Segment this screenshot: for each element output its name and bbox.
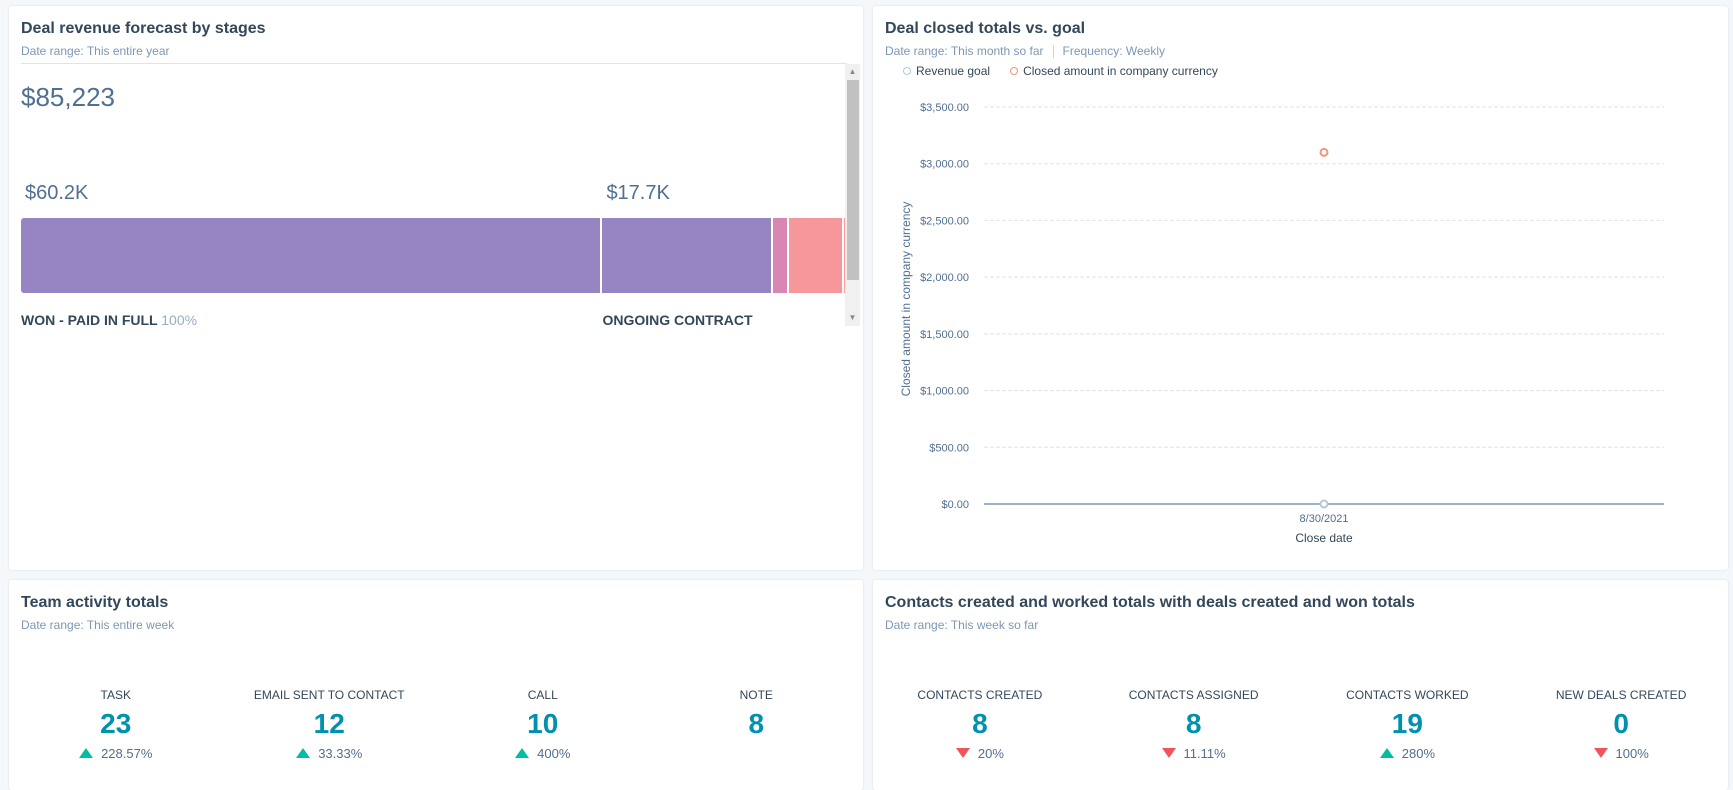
stat-value[interactable]: 8 — [1087, 708, 1301, 740]
segment-stage-label: ONGOING CONTRACT — [602, 312, 752, 326]
stat-item: NEW DEALS CREATED 0 100% — [1514, 688, 1728, 762]
stage-segment[interactable] — [602, 218, 771, 293]
stat-item: CONTACTS CREATED 8 20% — [873, 688, 1087, 762]
stat-label: NOTE — [650, 688, 864, 702]
stats-row: TASK 23 228.57% EMAIL SENT TO CONTACT 12 33.3… — [9, 688, 863, 762]
stat-value[interactable]: 8 — [650, 708, 864, 740]
trend-down-icon — [1594, 748, 1608, 758]
stat-change-value: 280% — [1402, 746, 1435, 761]
stat-value[interactable]: 8 — [873, 708, 1087, 740]
stat-change-value: 228.57% — [101, 746, 152, 761]
card-title[interactable]: Team activity totals — [21, 594, 168, 612]
stat-item: TASK 23 228.57% — [9, 688, 223, 762]
stat-change: 11.11% — [1087, 746, 1301, 762]
stat-value[interactable]: 10 — [436, 708, 650, 740]
stat-label: EMAIL SENT TO CONTACT — [223, 688, 437, 702]
stat-label: NEW DEALS CREATED — [1514, 688, 1728, 702]
closed-amount-point[interactable] — [1321, 149, 1328, 156]
stat-change-value: 400% — [537, 746, 570, 761]
y-tick-label: $1,500.00 — [920, 329, 969, 341]
scroll-up-arrow-icon[interactable]: ▲ — [845, 65, 860, 79]
stat-item: CONTACTS WORKED 19 280% — [1301, 688, 1515, 762]
segment-stage-label: WON - PAID IN FULL 100% — [21, 312, 197, 326]
card-title[interactable]: Contacts created and worked totals with … — [885, 594, 1415, 612]
revenue-goal-point[interactable] — [1321, 501, 1328, 508]
stat-change: 20% — [873, 746, 1087, 762]
stat-value[interactable]: 23 — [9, 708, 223, 740]
y-tick-label: $1,000.00 — [920, 386, 969, 398]
stage-segment[interactable] — [789, 218, 842, 293]
y-tick-label: $3,500.00 — [920, 102, 969, 114]
stage-name: WON - PAID IN FULL — [21, 312, 157, 326]
y-tick-label: $3,000.00 — [920, 159, 969, 171]
goal-chart-svg: $0.00 $500.00 $1,000.00 $1,500.00 $2,000.00 $… — [873, 6, 1728, 570]
stat-change — [650, 746, 864, 762]
y-tick-label: $2,500.00 — [920, 215, 969, 227]
stat-change-value: 11.11% — [1184, 746, 1226, 761]
x-axis-label: Close date — [1295, 531, 1353, 545]
trend-up-icon — [515, 748, 529, 758]
trend-up-icon — [79, 748, 93, 758]
stat-value[interactable]: 12 — [223, 708, 437, 740]
stat-item: EMAIL SENT TO CONTACT 12 33.33% — [223, 688, 437, 762]
scrollbar-thumb[interactable] — [847, 80, 859, 280]
stat-label: CONTACTS ASSIGNED — [1087, 688, 1301, 702]
segment-value: $60.2K — [25, 182, 88, 205]
stat-change-value: 33.33% — [318, 746, 362, 761]
stat-label: TASK — [9, 688, 223, 702]
y-tick-label: $0.00 — [941, 499, 969, 511]
date-range: Date range: This entire year — [21, 44, 170, 58]
forecast-total: $85,223 — [21, 82, 115, 113]
date-range: Date range: This week so far — [885, 618, 1038, 632]
stat-label: CONTACTS WORKED — [1301, 688, 1515, 702]
stage-name: ONGOING CONTRACT — [602, 312, 752, 326]
trend-down-icon — [956, 748, 970, 758]
trend-up-icon — [1380, 748, 1394, 758]
stat-change: 400% — [436, 746, 650, 762]
stat-change-value: 100% — [1616, 746, 1649, 761]
stat-item: CALL 10 400% — [436, 688, 650, 762]
trend-up-icon — [296, 748, 310, 758]
y-tick-label: $2,000.00 — [920, 272, 969, 284]
card-title[interactable]: Deal revenue forecast by stages — [21, 20, 266, 38]
stat-label: CONTACTS CREATED — [873, 688, 1087, 702]
stat-value[interactable]: 19 — [1301, 708, 1515, 740]
stat-item: CONTACTS ASSIGNED 8 11.11% — [1087, 688, 1301, 762]
y-tick-label: $500.00 — [929, 442, 969, 454]
stat-change: 280% — [1301, 746, 1515, 762]
stat-label: CALL — [436, 688, 650, 702]
forecast-scroll-area: $85,223 $60.2K WON - PAID IN FULL 100% $17… — [21, 64, 860, 326]
stat-item: NOTE 8 — [650, 688, 864, 762]
scroll-down-arrow-icon[interactable]: ▼ — [845, 311, 860, 325]
stage-segment[interactable] — [21, 218, 600, 293]
x-tick-label: 8/30/2021 — [1300, 513, 1349, 525]
y-axis-label: Closed amount in company currency — [899, 202, 913, 397]
team-activity-card: Team activity totals Date range: This en… — [9, 580, 863, 790]
stat-value[interactable]: 0 — [1514, 708, 1728, 740]
stage-segment[interactable] — [773, 218, 786, 293]
trend-down-icon — [1162, 748, 1176, 758]
stage-percent: 100% — [161, 312, 197, 326]
scrollbar[interactable]: ▲ ▼ — [845, 64, 860, 326]
deal-closed-vs-goal-card: Deal closed totals vs. goal Date range: … — [873, 6, 1728, 570]
contacts-deals-card: Contacts created and worked totals with … — [873, 580, 1728, 790]
deal-revenue-forecast-card: Deal revenue forecast by stages Date ran… — [9, 6, 863, 570]
segment-value: $17.7K — [606, 182, 669, 205]
stat-change: 100% — [1514, 746, 1728, 762]
stat-change: 228.57% — [9, 746, 223, 762]
stat-change-value: 20% — [978, 746, 1004, 761]
date-range: Date range: This entire week — [21, 618, 174, 632]
stat-change: 33.33% — [223, 746, 437, 762]
